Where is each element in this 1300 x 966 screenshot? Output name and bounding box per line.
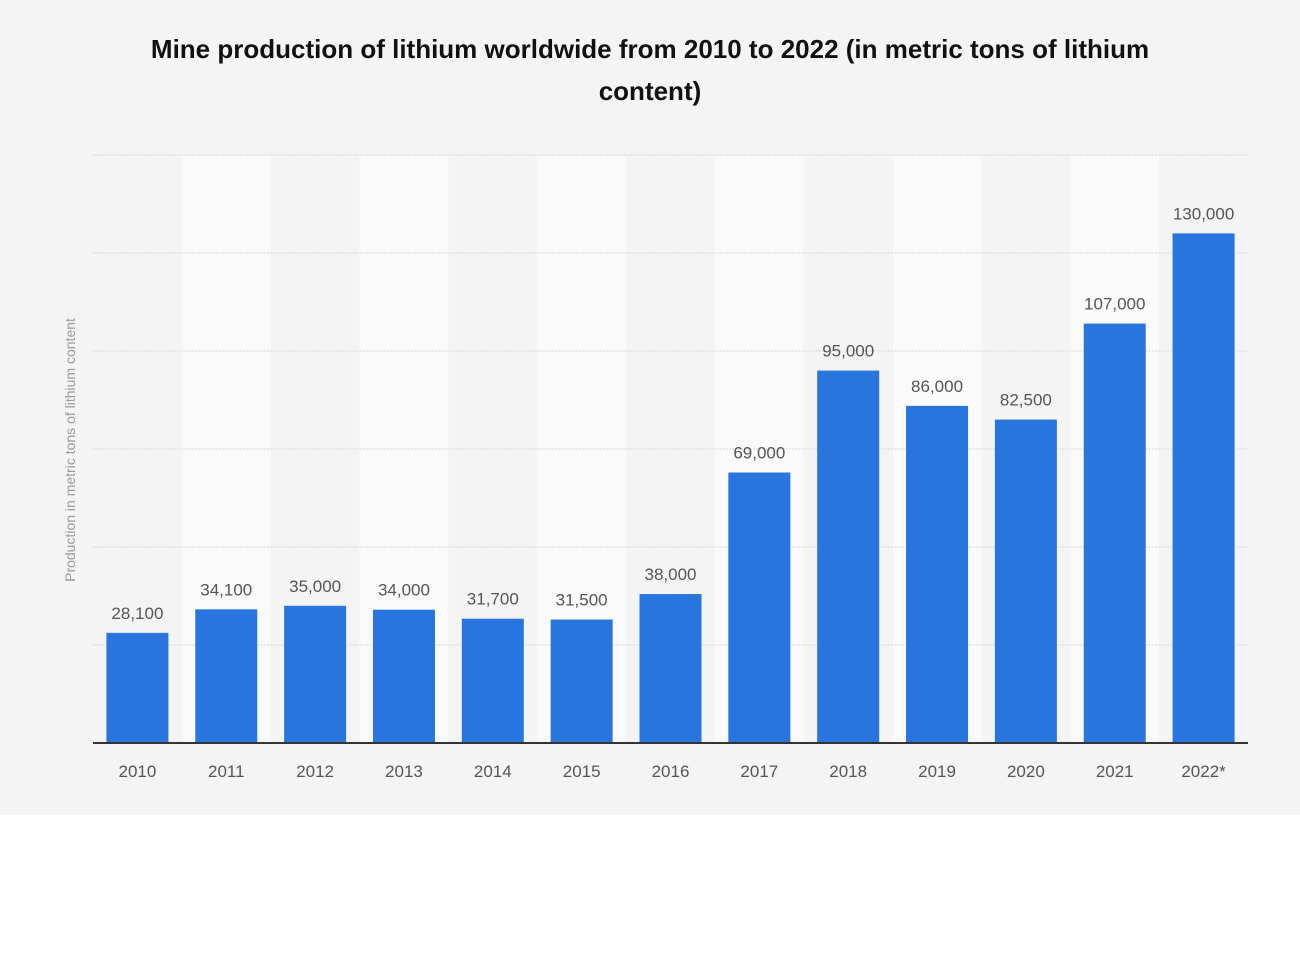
x-tick-label: 2014 [474, 762, 512, 781]
data-label: 130,000 [1173, 204, 1234, 223]
bar-2012 [284, 605, 347, 743]
x-tick-label: 2021 [1096, 762, 1134, 781]
bar-2011 [195, 609, 258, 743]
data-label: 31,700 [467, 590, 519, 609]
x-tick-label: 2010 [119, 762, 157, 781]
y-axis-label: Production in metric tons of lithium con… [62, 318, 78, 582]
data-label: 82,500 [1000, 391, 1052, 410]
bar-2010 [106, 632, 169, 743]
data-label: 95,000 [822, 342, 874, 361]
data-label: 107,000 [1084, 295, 1145, 314]
bar-2022* [1172, 233, 1235, 743]
bar-2015 [550, 619, 613, 743]
x-tick-label: 2011 [208, 762, 245, 781]
bar-2013 [372, 609, 435, 743]
chart-title: Mine production of lithium worldwide fro… [150, 34, 1150, 106]
x-tick-label: 2022* [1181, 762, 1226, 781]
data-label: 35,000 [289, 577, 341, 596]
x-tick-label: 2012 [296, 762, 334, 781]
x-tick-label: 2020 [1007, 762, 1045, 781]
data-label: 34,000 [378, 581, 430, 600]
bar-chart: Production in metric tons of lithium con… [62, 154, 1248, 781]
data-label: 38,000 [645, 565, 697, 584]
x-tick-label: 2017 [740, 762, 778, 781]
bar-2021 [1083, 323, 1146, 743]
x-tick-label: 2018 [829, 762, 867, 781]
bar-2017 [728, 472, 791, 743]
bar-2014 [461, 618, 524, 743]
bar-2016 [639, 594, 702, 743]
data-label: 28,100 [111, 604, 163, 623]
x-tick-label: 2013 [385, 762, 423, 781]
data-label: 86,000 [911, 377, 963, 396]
x-tick-label: 2016 [652, 762, 690, 781]
bar-2019 [906, 405, 969, 743]
data-label: 34,100 [200, 580, 252, 599]
data-label: 31,500 [556, 591, 608, 610]
bar-2018 [817, 370, 880, 743]
x-tick-label: 2015 [563, 762, 601, 781]
data-label: 69,000 [733, 444, 785, 463]
bar-2020 [994, 419, 1057, 743]
x-tick-label: 2019 [918, 762, 956, 781]
